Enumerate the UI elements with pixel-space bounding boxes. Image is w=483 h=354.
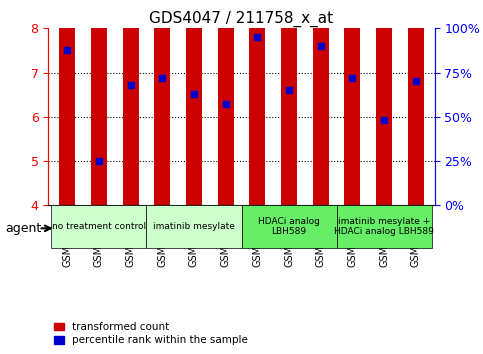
Text: agent: agent (5, 222, 41, 235)
Bar (155, 0, 170, 205)
Text: imatinib mesylate: imatinib mesylate (153, 222, 235, 231)
Legend: transformed count, percentile rank within the sample: transformed count, percentile rank withi… (54, 322, 248, 345)
Point (349, 75, 356, 81)
Point (222, 102, 229, 107)
Bar (155, 137, 170, 205)
Bar (344, 137, 360, 205)
Point (127, 82, 134, 88)
Point (190, 91, 198, 97)
Bar (249, 0, 265, 205)
Bar (344, 0, 360, 205)
Point (380, 118, 388, 123)
FancyBboxPatch shape (337, 205, 431, 248)
Bar (186, 0, 202, 205)
Point (158, 75, 166, 81)
Bar (376, 2, 392, 205)
Bar (91, 196, 107, 205)
Bar (408, 0, 424, 205)
Point (412, 79, 420, 84)
Title: GDS4047 / 211758_x_at: GDS4047 / 211758_x_at (149, 11, 334, 27)
Bar (281, 157, 297, 205)
Bar (59, 0, 75, 205)
Bar (218, 172, 234, 205)
FancyBboxPatch shape (52, 205, 146, 248)
Point (254, 34, 261, 40)
Point (63, 47, 71, 52)
FancyBboxPatch shape (242, 205, 337, 248)
Bar (59, 81, 75, 205)
Bar (123, 148, 139, 205)
Bar (123, 0, 139, 205)
Bar (281, 0, 297, 205)
Text: imatinib mesylate +
HDACi analog LBH589: imatinib mesylate + HDACi analog LBH589 (334, 217, 434, 236)
Bar (313, 0, 328, 205)
Bar (91, 19, 107, 205)
Text: HDACi analog
LBH589: HDACi analog LBH589 (258, 217, 320, 236)
Bar (218, 0, 234, 205)
FancyBboxPatch shape (146, 205, 242, 248)
Bar (249, 55, 265, 205)
Bar (186, 159, 202, 205)
Point (317, 43, 325, 49)
Bar (313, 75, 328, 205)
Bar (408, 145, 424, 205)
Bar (376, 179, 392, 205)
Text: no treatment control: no treatment control (52, 222, 146, 231)
Point (285, 87, 293, 93)
Point (95, 158, 103, 164)
